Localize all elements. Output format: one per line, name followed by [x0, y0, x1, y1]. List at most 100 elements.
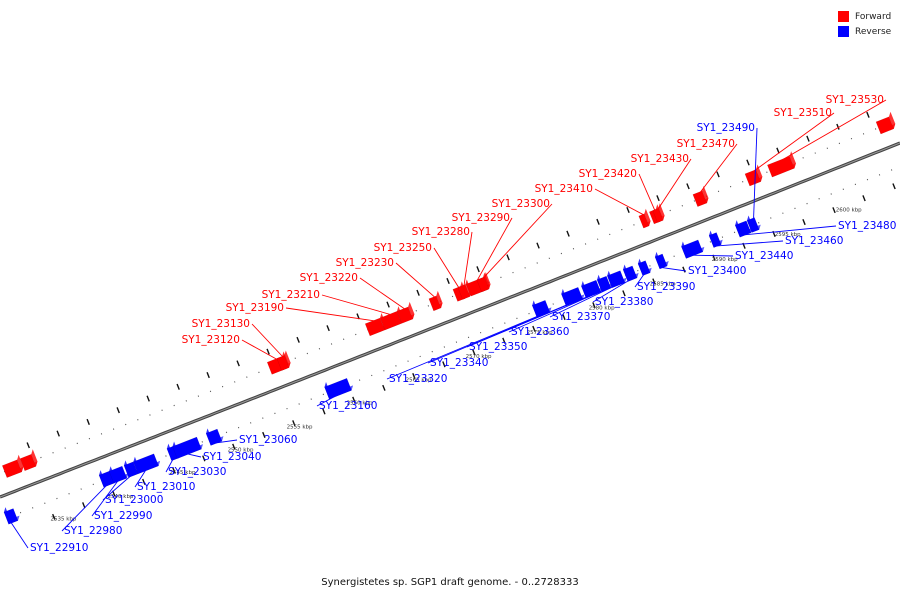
reverse-gene-face: [681, 239, 704, 259]
forward-gene-label[interactable]: SY1_23510: [774, 107, 832, 119]
reverse-gene-label-leader: [549, 284, 617, 318]
legend-reverse: Reverse: [838, 24, 891, 39]
reverse-gene-label[interactable]: SY1_23390: [637, 281, 695, 293]
forward-gene-label[interactable]: SY1_23250: [374, 242, 432, 254]
legend: Forward Reverse: [838, 9, 891, 39]
reverse-gene-label[interactable]: SY1_23160: [319, 400, 377, 412]
forward-gene-label[interactable]: SY1_23300: [492, 198, 550, 210]
reverse-scale-tick: [472, 349, 476, 356]
forward-gene-label[interactable]: SY1_23190: [226, 302, 284, 314]
forward-scale-tick: [686, 183, 690, 190]
reverse-gene-label[interactable]: SY1_23490: [697, 122, 755, 134]
forward-gene[interactable]: [692, 185, 709, 207]
reverse-gene[interactable]: [133, 453, 161, 475]
reverse-gene[interactable]: [123, 460, 140, 478]
reverse-gene[interactable]: [622, 264, 639, 282]
forward-gene-label[interactable]: SY1_23290: [452, 212, 510, 224]
reverse-scale-tick: [862, 195, 866, 202]
forward-gene-label[interactable]: SY1_23420: [579, 168, 637, 180]
forward-gene[interactable]: [767, 151, 796, 178]
forward-gene-label-leader: [285, 307, 376, 322]
forward-gene-side: [284, 350, 291, 368]
forward-gene[interactable]: [428, 290, 443, 312]
forward-gene-label-leader: [657, 158, 692, 210]
scale-label: 2550 kbp: [228, 447, 254, 453]
forward-gene[interactable]: [476, 271, 491, 293]
reverse-gene[interactable]: [681, 239, 705, 259]
reverse-gene-label[interactable]: SY1_23350: [469, 341, 527, 353]
reverse-gene-face: [637, 260, 651, 277]
reverse-gene-label[interactable]: SY1_22990: [94, 510, 152, 522]
scale-label: 2580 kbp: [589, 305, 615, 311]
reverse-gene[interactable]: [637, 258, 652, 277]
reverse-gene[interactable]: [531, 299, 552, 318]
forward-gene-label-leader: [594, 188, 645, 216]
reverse-gene[interactable]: [324, 377, 354, 400]
reverse-gene[interactable]: [205, 428, 224, 446]
reverse-gene-label[interactable]: SY1_23030: [168, 466, 226, 478]
reverse-gene-label-leader: [466, 294, 592, 348]
scale-label: 2565 kbp: [406, 378, 432, 384]
reverse-gene[interactable]: [708, 230, 723, 248]
forward-gene-label[interactable]: SY1_23210: [262, 289, 320, 301]
forward-gene[interactable]: [638, 208, 651, 229]
reverse-gene-label-leader: [752, 127, 758, 232]
reverse-gene-label[interactable]: SY1_23040: [203, 451, 261, 463]
reverse-gene-label[interactable]: SY1_23370: [552, 311, 610, 323]
forward-gene-label[interactable]: SY1_23120: [182, 334, 240, 346]
reverse-gene-label[interactable]: SY1_23010: [137, 481, 195, 493]
forward-gene[interactable]: [1, 454, 24, 479]
forward-gene-face: [379, 310, 403, 331]
reverse-gene-label[interactable]: SY1_23060: [239, 434, 297, 446]
forward-gene[interactable]: [19, 449, 38, 472]
reverse-gene-label[interactable]: SY1_23000: [105, 494, 163, 506]
forward-gene[interactable]: [875, 111, 896, 135]
forward-scale-tick: [296, 336, 300, 343]
reverse-gene-label[interactable]: SY1_22910: [30, 542, 88, 554]
reverse-gene-label[interactable]: SY1_23480: [838, 220, 896, 232]
reverse-scale-tick: [502, 337, 506, 344]
reverse-gene-label[interactable]: SY1_23360: [511, 326, 569, 338]
reverse-gene-face: [654, 253, 668, 270]
reverse-gene-label-leader: [592, 279, 631, 303]
forward-scale-tick: [866, 111, 870, 118]
reverse-gene-label[interactable]: SY1_23400: [688, 265, 746, 277]
reverse-gene-face: [123, 461, 139, 478]
reverse-gene[interactable]: [734, 220, 753, 238]
forward-scale-tick: [86, 418, 90, 425]
reverse-gene[interactable]: [108, 465, 129, 484]
reverse-gene[interactable]: [3, 507, 20, 525]
forward-gene-label[interactable]: SY1_23130: [192, 318, 250, 330]
reverse-gene-label[interactable]: SY1_23460: [785, 235, 843, 247]
reverse-gene-label[interactable]: SY1_23320: [389, 373, 447, 385]
forward-gene-side: [484, 271, 491, 290]
forward-gene[interactable]: [396, 301, 415, 324]
reverse-gene-label[interactable]: SY1_22980: [64, 525, 122, 537]
reverse-gene-label[interactable]: SY1_23440: [735, 250, 793, 262]
forward-scale-tick: [416, 289, 420, 296]
forward-gene-label[interactable]: SY1_23230: [336, 257, 394, 269]
forward-gene-side: [888, 111, 896, 129]
forward-gene-face: [692, 190, 708, 207]
forward-gene-label[interactable]: SY1_23410: [535, 183, 593, 195]
forward-gene-side: [644, 208, 651, 226]
reverse-gene[interactable]: [654, 251, 669, 270]
reverse-gene[interactable]: [172, 436, 203, 459]
forward-gene[interactable]: [744, 164, 763, 187]
forward-scale-tick: [836, 123, 840, 130]
reverse-gene-label[interactable]: SY1_23380: [595, 296, 653, 308]
forward-gene-label[interactable]: SY1_23280: [412, 226, 470, 238]
forward-gene-label[interactable]: SY1_23470: [677, 138, 735, 150]
forward-gene[interactable]: [276, 350, 291, 371]
forward-gene-side: [702, 185, 709, 203]
reverse-gene-label[interactable]: SY1_23340: [430, 357, 488, 369]
forward-gene-label[interactable]: SY1_23430: [631, 153, 689, 165]
scale-label: 2555 kbp: [287, 424, 313, 430]
forward-gene-label[interactable]: SY1_23220: [300, 272, 358, 284]
forward-gene-label-leader: [476, 217, 513, 282]
scale-label: 2595 kbp: [775, 232, 801, 238]
forward-gene-face: [1, 459, 23, 479]
legend-forward: Forward: [838, 9, 891, 24]
forward-gene-face: [396, 306, 414, 324]
forward-gene-label[interactable]: SY1_23530: [826, 94, 884, 106]
